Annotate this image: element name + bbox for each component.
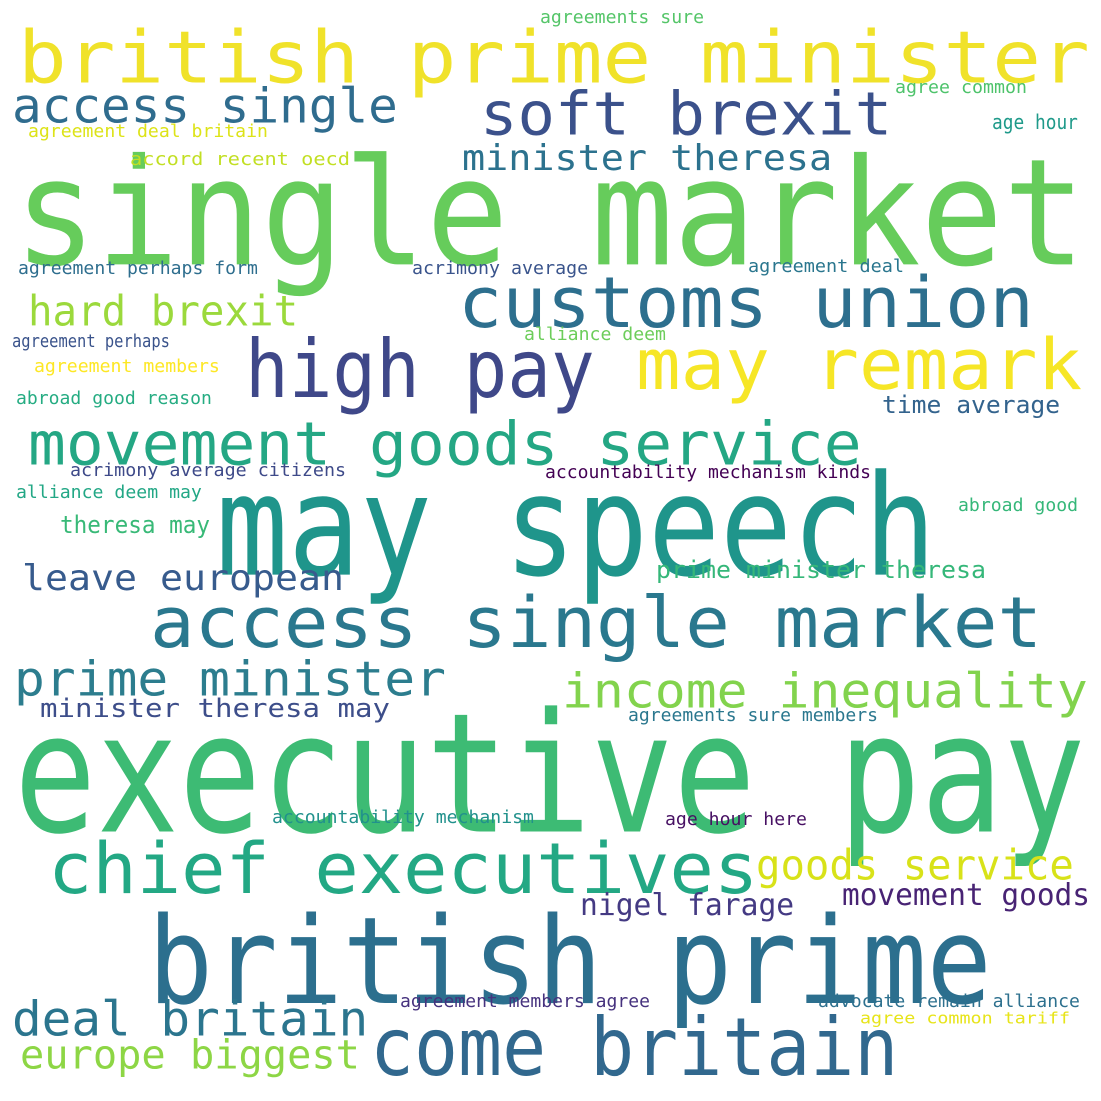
word-agreement-perhaps-form: agreement perhaps form <box>18 257 258 279</box>
word-agree-common-tariff: agree common tariff <box>860 1008 1071 1028</box>
word-accountability-mechanism-kinds: accountability mechanism kinds <box>545 461 872 483</box>
word-may-remark: may remark <box>636 323 1083 406</box>
word-hard-brexit: hard brexit <box>28 286 299 336</box>
word-acrimony-average-citizens: acrimony average citizens <box>70 459 347 481</box>
word-leave-european: leave european <box>22 556 344 599</box>
word-single-market: single market <box>14 126 1086 300</box>
word-agreements-sure-members: agreements sure members <box>628 704 878 726</box>
word-come-britain: come britain <box>370 1000 899 1095</box>
word-movement-goods: movement goods <box>842 877 1090 913</box>
word-acrimony-average: acrimony average <box>412 257 589 279</box>
word-soft-brexit: soft brexit <box>480 78 893 149</box>
word-british-prime: british prime <box>148 891 992 1032</box>
word-deal-britain: deal britain <box>12 990 369 1047</box>
word-advocate-remain-alliance: advocate remain alliance <box>818 990 1080 1012</box>
word-income-inequality: income inequality <box>562 662 1088 719</box>
word-customs-union: customs union <box>458 261 1034 344</box>
word-agreement-deal-britain: agreement deal britain <box>28 120 268 142</box>
word-europe-biggest: europe biggest <box>20 1031 360 1079</box>
word-agree-common: agree common <box>895 76 1028 98</box>
word-accountability-mechanism: accountability mechanism <box>272 806 534 828</box>
word-agreement-deal: agreement deal <box>748 255 905 277</box>
word-age-hour-here: age hour here <box>665 808 807 830</box>
word-age-hour: age hour <box>992 110 1078 134</box>
word-nigel-farage: nigel farage <box>580 887 795 923</box>
word-agreement-perhaps: agreement perhaps <box>12 330 170 352</box>
word-alliance-deem: alliance deem <box>524 323 666 345</box>
word-high-pay: high pay <box>245 322 595 417</box>
word-agreements-sure: agreements sure <box>540 6 704 28</box>
word-agreement-members-agree: agreement members agree <box>400 990 650 1012</box>
word-alliance-deem-may: alliance deem may <box>16 481 202 503</box>
word-prime-minister-theresa: prime minister theresa <box>656 555 986 584</box>
word-abroad-good: abroad good <box>958 494 1079 516</box>
word-chief-executives: chief executives <box>48 827 759 910</box>
word-british-prime-minister: british prime minister <box>18 15 1090 100</box>
word-accord-recent-oecd: accord recent oecd <box>130 148 350 170</box>
word-time-average: time average <box>882 390 1061 419</box>
word-access-single: access single <box>12 77 398 134</box>
word-theresa-may: theresa may <box>60 510 211 539</box>
word-minister-theresa-may: minister theresa may <box>40 692 391 724</box>
word-minister-theresa: minister theresa <box>462 136 833 179</box>
word-goods-service: goods service <box>756 840 1074 890</box>
word-agreement-members: agreement members <box>34 355 220 377</box>
word-executive-pay: executive pay <box>14 677 1086 872</box>
word-may-speech: may speech <box>216 444 937 609</box>
word-prime-minister: prime minister <box>14 650 446 707</box>
word-abroad-good-reason: abroad good reason <box>16 387 212 409</box>
word-movement-goods-service: movement goods service <box>28 408 862 479</box>
word-access-single-market: access single market <box>150 581 1043 664</box>
